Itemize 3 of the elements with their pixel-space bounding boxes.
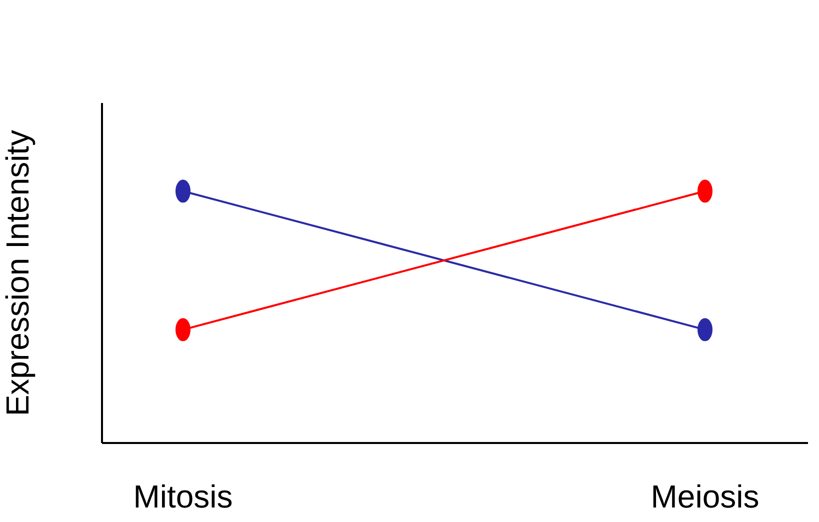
x-tick-label: Mitosis	[133, 478, 233, 515]
y-axis-title: Expression Intensity	[0, 130, 36, 416]
x-tick-label: Meiosis	[650, 478, 760, 515]
